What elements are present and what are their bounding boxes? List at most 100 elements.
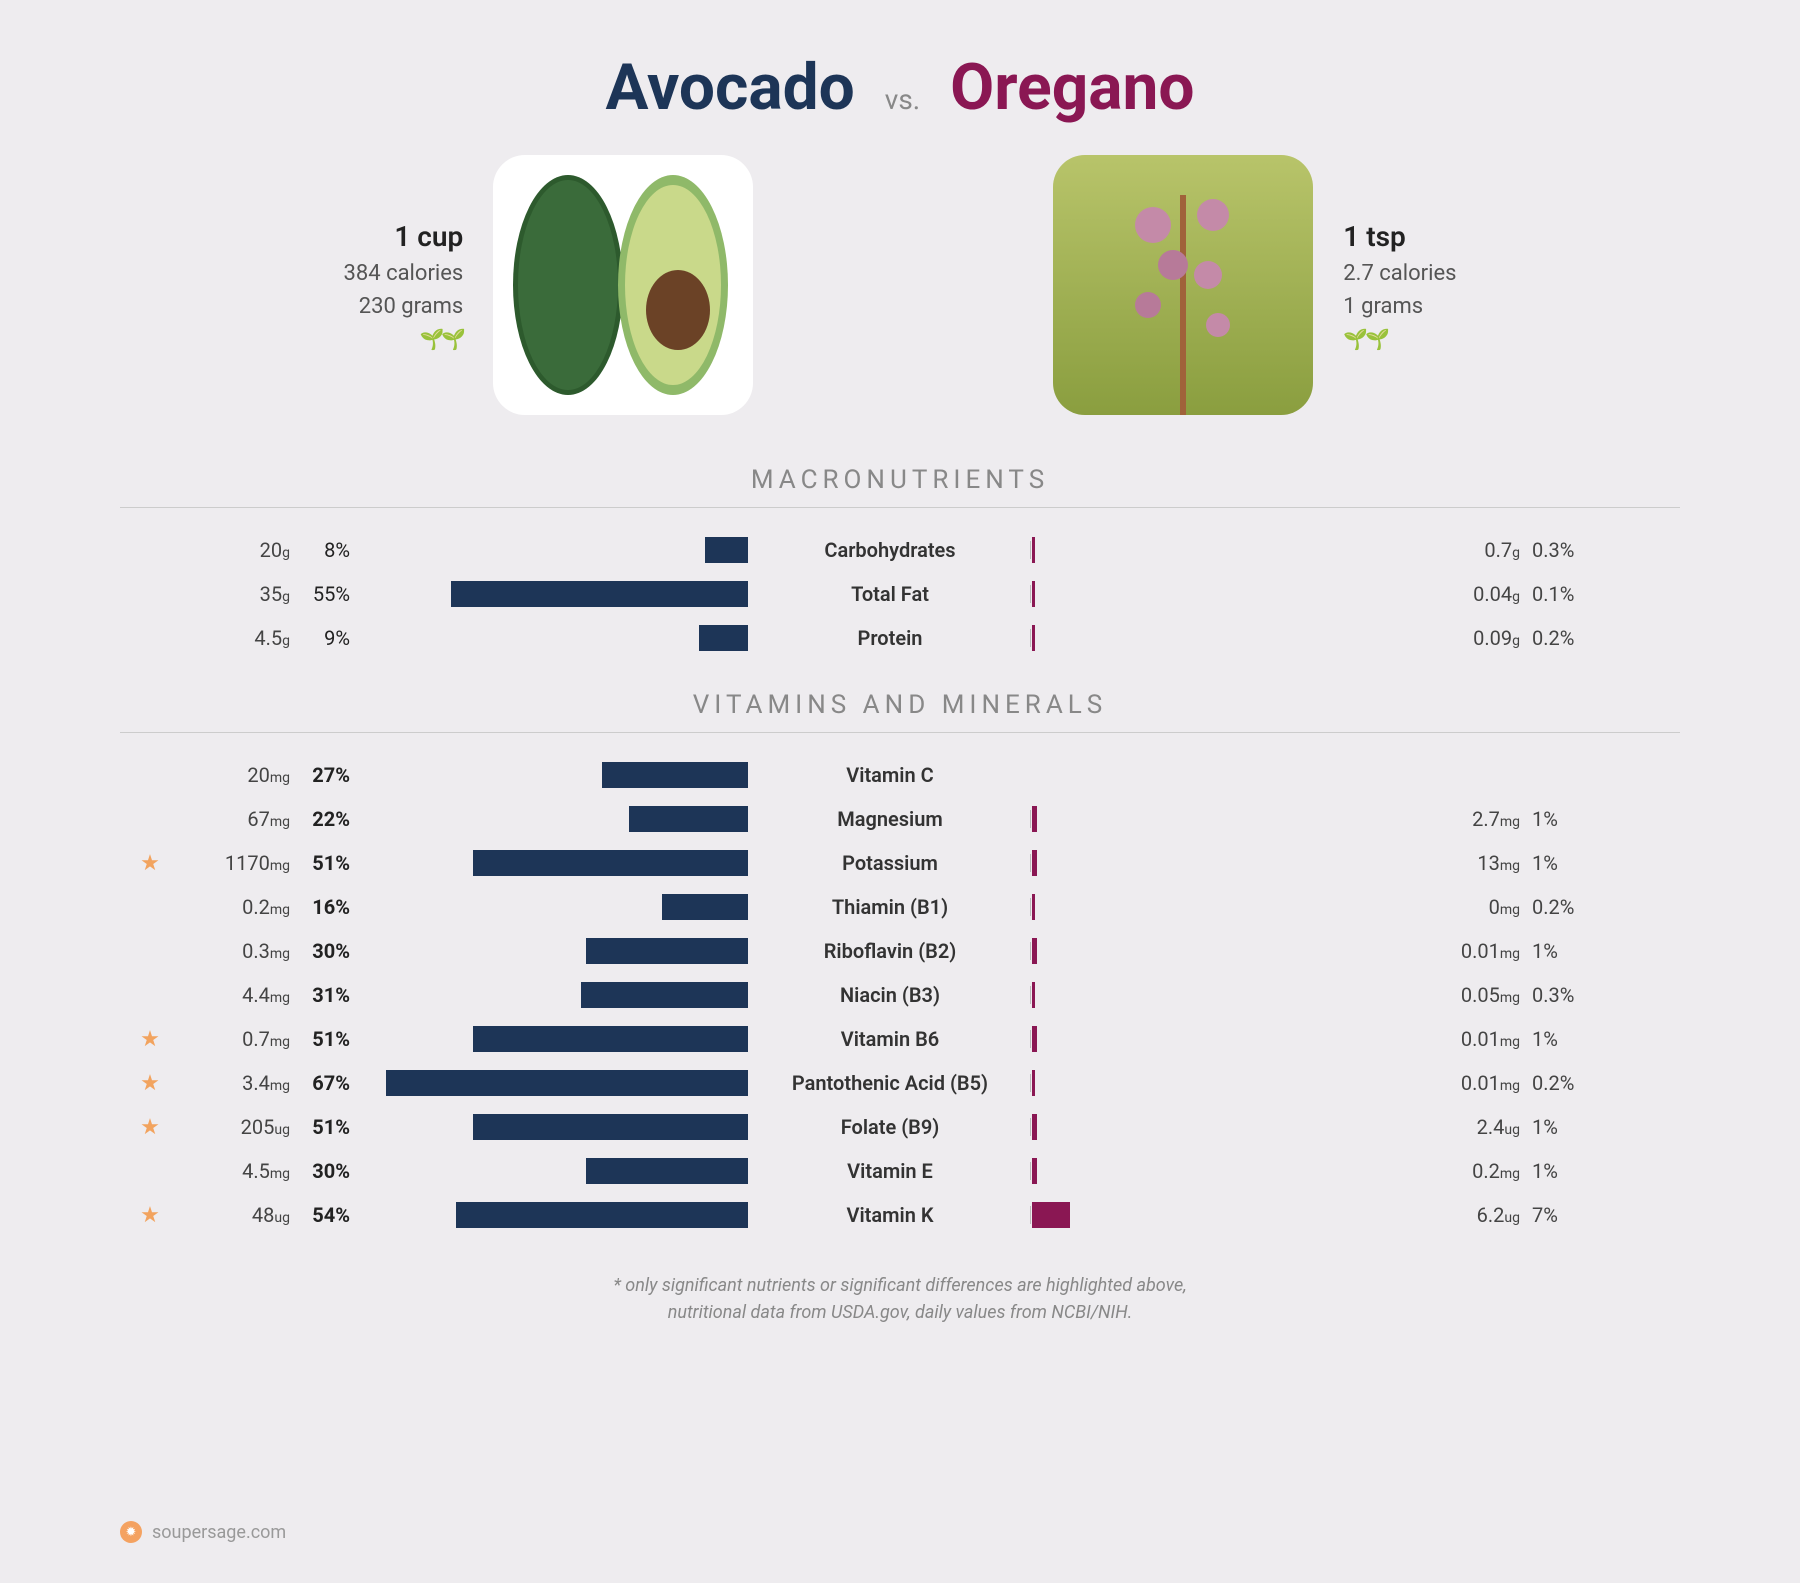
vitamin-list: 20mg27%Vitamin C67mg22%Magnesium2.7mg1%★… (120, 753, 1680, 1237)
right-bar (1030, 982, 1410, 1008)
right-bar (1030, 806, 1410, 832)
left-bar (370, 1070, 750, 1096)
right-bar (1030, 1026, 1410, 1052)
macro-section-title: MACRONUTRIENTS (120, 465, 1680, 495)
nutrient-row: 4.5g9%Protein0.09g0.2% (120, 616, 1680, 660)
right-percent: 0.3% (1520, 983, 1600, 1007)
footer-line-2: nutritional data from USDA.gov, daily va… (120, 1299, 1680, 1326)
right-bar (1030, 1070, 1410, 1096)
food-b-info: 1 tsp 2.7 calories 1 grams 🌱🌱 (1343, 220, 1456, 351)
right-amount: 0.05mg (1410, 983, 1520, 1007)
food-a-serving: 1 cup (344, 220, 464, 253)
left-bar (370, 1026, 750, 1052)
left-percent: 51% (290, 1115, 370, 1139)
left-percent: 51% (290, 1027, 370, 1051)
star-icon: ★ (120, 1027, 180, 1052)
nutrient-row: 0.2mg16% Thiamin (B1) 0mg0.2% (120, 885, 1680, 929)
nutrient-row: 4.4mg31% Niacin (B3) 0.05mg0.3% (120, 973, 1680, 1017)
nutrient-label: Magnesium (750, 807, 1030, 831)
nutrient-row: ★205ug51%Folate (B9)2.4ug1% (120, 1105, 1680, 1149)
right-percent: 7% (1520, 1203, 1600, 1227)
right-percent: 0.1% (1520, 582, 1600, 606)
left-amount: 0.3mg (180, 939, 290, 963)
right-bar (1030, 1158, 1410, 1184)
right-percent: 0.2% (1520, 626, 1600, 650)
left-bar (370, 982, 750, 1008)
food-a-info: 1 cup 384 calories 230 grams 🌱🌱 (344, 220, 464, 351)
food-card-a: 1 cup 384 calories 230 grams 🌱🌱 (344, 155, 754, 415)
left-percent: 22% (290, 807, 370, 831)
left-amount: 1170mg (180, 851, 290, 875)
left-amount: 20g (180, 538, 290, 562)
nutrient-label: Thiamin (B1) (750, 895, 1030, 919)
right-bar (1030, 1202, 1410, 1228)
left-bar (370, 762, 750, 788)
right-amount: 0.7g (1410, 538, 1520, 562)
brand: ✹ soupersage.com (120, 1521, 286, 1543)
food-b-grams: 1 grams (1343, 294, 1456, 319)
left-bar (370, 1202, 750, 1228)
left-percent: 51% (290, 851, 370, 875)
nutrient-row: ★3.4mg67%Pantothenic Acid (B5)0.01mg0.2% (120, 1061, 1680, 1105)
food-cards: 1 cup 384 calories 230 grams 🌱🌱 1 tsp 2.… (120, 155, 1680, 415)
right-percent: 0.2% (1520, 1071, 1600, 1095)
left-bar (370, 806, 750, 832)
right-amount: 0.01mg (1410, 939, 1520, 963)
left-amount: 4.5mg (180, 1159, 290, 1183)
right-bar (1030, 894, 1410, 920)
left-percent: 30% (290, 1159, 370, 1183)
star-icon: ★ (120, 1115, 180, 1140)
food-b-serving: 1 tsp (1343, 220, 1456, 253)
left-amount: 3.4mg (180, 1071, 290, 1095)
left-bar (370, 581, 750, 607)
nutrient-label: Pantothenic Acid (B5) (750, 1071, 1030, 1095)
brand-sun-icon: ✹ (120, 1521, 142, 1543)
nutrient-label: Carbohydrates (750, 538, 1030, 562)
left-amount: 0.2mg (180, 895, 290, 919)
right-amount: 0mg (1410, 895, 1520, 919)
nutrient-label: Total Fat (750, 582, 1030, 606)
nutrient-label: Niacin (B3) (750, 983, 1030, 1007)
nutrient-label: Riboflavin (B2) (750, 939, 1030, 963)
left-amount: 67mg (180, 807, 290, 831)
right-bar (1030, 1114, 1410, 1140)
food-b-image (1053, 155, 1313, 415)
right-amount: 0.2mg (1410, 1159, 1520, 1183)
left-percent: 67% (290, 1071, 370, 1095)
left-percent: 31% (290, 983, 370, 1007)
right-amount: 2.4ug (1410, 1115, 1520, 1139)
right-bar (1030, 938, 1410, 964)
left-percent: 55% (290, 582, 370, 606)
left-percent: 54% (290, 1203, 370, 1227)
food-a-grams: 230 grams (344, 294, 464, 319)
food-a-leaves-icon: 🌱🌱 (344, 327, 464, 351)
left-percent: 8% (290, 538, 370, 562)
left-amount: 4.5g (180, 626, 290, 650)
left-bar (370, 625, 750, 651)
nutrient-row: 4.5mg30%Vitamin E0.2mg1% (120, 1149, 1680, 1193)
nutrient-row: 20g8% Carbohydrates 0.7g0.3% (120, 528, 1680, 572)
right-percent: 1% (1520, 1115, 1600, 1139)
food-a-image (493, 155, 753, 415)
nutrient-row: 35g55%Total Fat0.04g0.1% (120, 572, 1680, 616)
left-amount: 4.4mg (180, 983, 290, 1007)
macro-separator (120, 507, 1680, 508)
right-percent: 0.2% (1520, 895, 1600, 919)
left-percent: 9% (290, 626, 370, 650)
left-amount: 20mg (180, 763, 290, 787)
food-a-title: Avocado (606, 50, 855, 125)
nutrient-label: Vitamin K (750, 1203, 1030, 1227)
nutrient-label: Protein (750, 626, 1030, 650)
macro-list: 20g8%Carbohydrates0.7g0.3%35g55%Total Fa… (120, 528, 1680, 660)
left-percent: 16% (290, 895, 370, 919)
left-bar (370, 938, 750, 964)
right-bar (1030, 581, 1410, 607)
left-bar (370, 537, 750, 563)
right-percent: 0.3% (1520, 538, 1600, 562)
nutrient-row: 0.3mg30%Riboflavin (B2)0.01mg1% (120, 929, 1680, 973)
left-amount: 0.7mg (180, 1027, 290, 1051)
star-icon: ★ (120, 1071, 180, 1096)
food-b-title: Oregano (950, 50, 1194, 125)
right-amount: 0.04g (1410, 582, 1520, 606)
footer-note: * only significant nutrients or signific… (120, 1272, 1680, 1326)
